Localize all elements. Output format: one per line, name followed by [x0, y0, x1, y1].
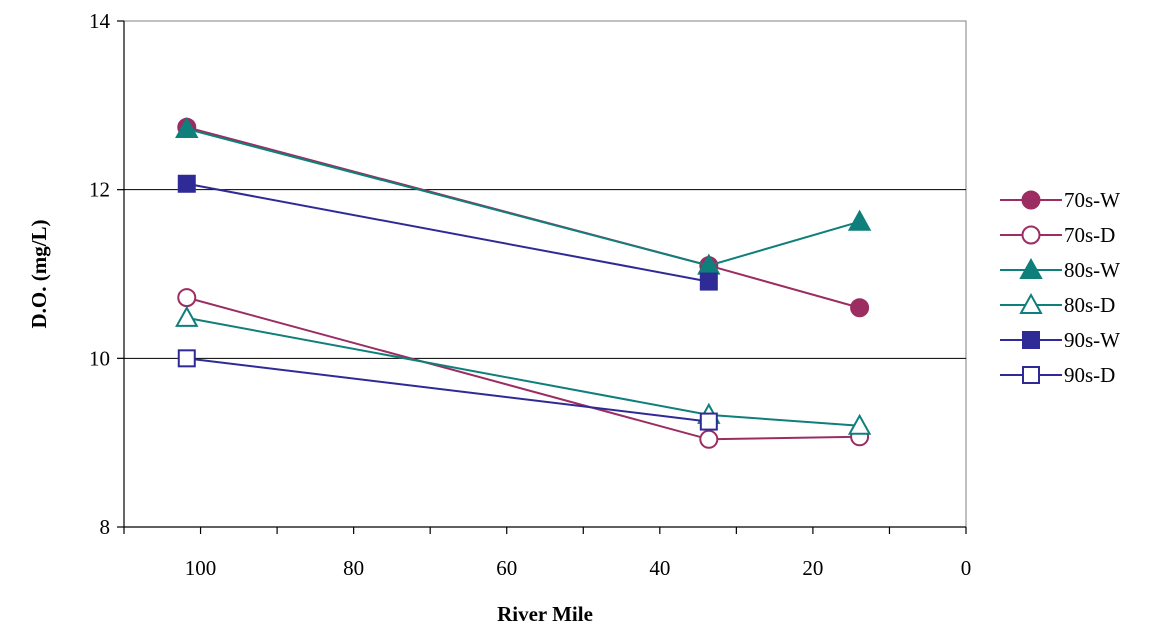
legend-label: 80s-W	[1064, 258, 1120, 282]
legend-label: 90s-D	[1064, 363, 1115, 387]
legend-item-90s-d: 90s-D	[1000, 363, 1115, 387]
data-point-80s-w	[847, 209, 872, 231]
plot-area	[123, 20, 967, 528]
x-tick-label: 80	[343, 556, 364, 580]
x-axis-title: River Mile	[497, 602, 593, 626]
legend-label: 80s-D	[1064, 293, 1115, 317]
legend-label: 90s-W	[1064, 328, 1120, 352]
legend-marker	[1019, 292, 1043, 314]
series-layer	[175, 116, 872, 449]
data-point-90s-w	[177, 174, 196, 193]
data-point-90s-d	[177, 349, 196, 368]
legend-label: 70s-W	[1064, 188, 1120, 212]
series-70s-d	[177, 288, 870, 449]
x-tick-label: 0	[961, 556, 972, 580]
legend-marker	[1022, 331, 1040, 349]
series-90s-d	[177, 349, 718, 431]
axis-ticks: 8 10 12 14 100 80 60 40 20 0	[89, 9, 971, 580]
legend: 70s-W 70s-D 80s-W 80s-D 90s-W 90s-D	[1000, 188, 1120, 387]
legend-marker	[1021, 190, 1041, 210]
legend-marker	[1019, 257, 1043, 279]
legend-marker	[1022, 366, 1040, 384]
x-tick-label: 60	[496, 556, 517, 580]
series-line-90s-d	[186, 357, 709, 423]
x-tick-label: 100	[185, 556, 217, 580]
gridlines	[124, 189, 966, 359]
legend-item-80s-d: 80s-D	[1000, 292, 1115, 317]
data-point-80s-d	[175, 305, 199, 327]
legend-item-80s-w: 80s-W	[1000, 257, 1120, 282]
x-tick-label: 40	[649, 556, 670, 580]
data-point-70s-d	[699, 429, 719, 449]
y-axis-title: D.O. (mg/L)	[27, 219, 51, 328]
data-point-90s-d	[699, 412, 718, 431]
y-tick-label: 10	[89, 346, 110, 370]
series-line-90s-w	[186, 182, 709, 283]
legend-label: 70s-D	[1064, 223, 1115, 247]
data-point-90s-w	[699, 272, 718, 291]
y-tick-label: 8	[100, 515, 111, 539]
legend-marker	[1021, 225, 1041, 245]
data-point-80s-w	[175, 116, 199, 138]
y-tick-label: 14	[89, 9, 111, 33]
data-point-70s-d	[177, 288, 197, 308]
data-point-80s-d	[847, 413, 872, 435]
series-90s-w	[177, 174, 718, 291]
x-tick-label: 20	[802, 556, 823, 580]
legend-item-90s-w: 90s-W	[1000, 328, 1120, 352]
series-80s-w	[175, 116, 872, 275]
legend-item-70s-d: 70s-D	[1000, 223, 1115, 247]
data-point-70s-w	[850, 298, 870, 318]
y-tick-label: 12	[89, 178, 110, 202]
legend-item-70s-w: 70s-W	[1000, 188, 1120, 212]
